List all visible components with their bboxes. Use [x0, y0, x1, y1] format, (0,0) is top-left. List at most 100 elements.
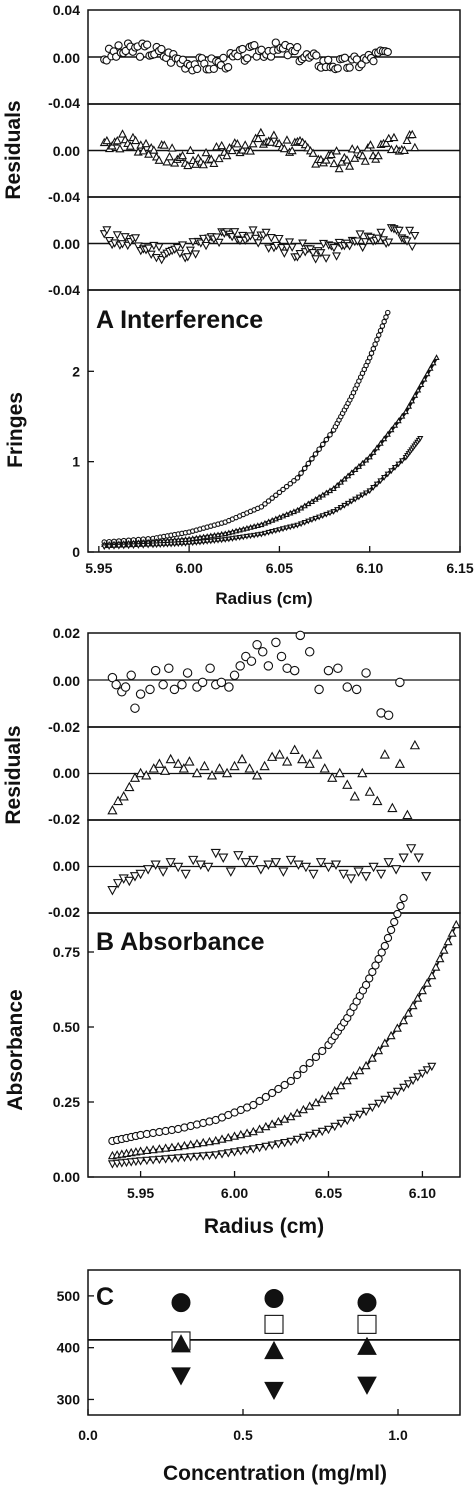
residual-point [357, 767, 368, 778]
data-point [283, 483, 290, 490]
y-tick-label: 400 [57, 1340, 81, 1356]
data-point [298, 1133, 308, 1143]
data-point [251, 532, 258, 539]
data-point [352, 466, 359, 472]
data-point [269, 529, 276, 535]
data-point [274, 1084, 283, 1094]
data-point [186, 540, 193, 547]
data-point [316, 514, 323, 521]
data-point [317, 1127, 327, 1137]
data-point [439, 945, 449, 954]
residual-point [144, 244, 154, 253]
data-point [243, 533, 251, 540]
residual-point [165, 858, 176, 868]
residual-point [236, 753, 248, 764]
residual-point [405, 226, 415, 236]
a-res-ylabel: Residuals [2, 100, 25, 199]
residual-point [177, 679, 187, 690]
data-point [391, 421, 399, 428]
residual-point [271, 38, 280, 47]
a-res-tick-label: -0.04 [48, 95, 80, 111]
residual-point [191, 250, 201, 259]
x-tick-label: 6.00 [176, 560, 203, 576]
residual-point [316, 249, 326, 258]
b-ylabel: Absorbance [4, 989, 27, 1110]
residual-point [203, 862, 214, 873]
data-point [377, 327, 384, 334]
residual-point [225, 867, 236, 877]
residual-point [158, 867, 169, 877]
residual-point [372, 795, 383, 806]
residual-point [157, 44, 166, 54]
data-point [366, 488, 373, 495]
residual-point [178, 241, 188, 250]
residual-point [214, 763, 225, 773]
data-point [316, 446, 322, 452]
data-point [373, 481, 381, 488]
residual-point [238, 145, 248, 154]
data-point [372, 341, 378, 347]
data-point [323, 1090, 334, 1100]
panel-b-main: B Absorbance Absorbance Radius (cm) 5.95… [4, 893, 461, 1238]
data-point [173, 1154, 183, 1163]
residual-point [107, 886, 118, 896]
data-point [393, 909, 402, 919]
data-point [298, 470, 304, 476]
data-point [136, 1157, 146, 1166]
residual-point [216, 677, 227, 688]
residual-point [142, 40, 152, 49]
residual-point [360, 238, 370, 247]
data-point [265, 529, 272, 536]
residual-point [229, 670, 240, 681]
data-point [204, 538, 211, 545]
residual-point [154, 758, 165, 768]
data-point [262, 501, 268, 507]
data-point [294, 522, 301, 529]
data-point [249, 1100, 258, 1110]
residual-point [173, 758, 184, 768]
residual-point [334, 163, 344, 173]
residual-point [295, 250, 305, 259]
a-res-tick-label: 0.00 [53, 50, 80, 66]
residual-point [142, 865, 154, 875]
residual-point [120, 682, 131, 692]
y-tick-label: 2 [72, 363, 80, 379]
data-point [196, 539, 204, 546]
a-ylabel: Fringes [4, 392, 27, 468]
residual-point [184, 756, 195, 766]
residual-point [120, 233, 130, 242]
residual-point [232, 139, 242, 148]
residual-point [112, 135, 122, 145]
data-point [357, 1336, 377, 1355]
a-res-tick-label: 0.04 [53, 2, 80, 18]
residual-point [421, 872, 432, 882]
residual-point [261, 228, 271, 238]
residual-point [289, 744, 300, 754]
data-point [154, 1155, 164, 1165]
residual-point [389, 132, 399, 142]
residual-point [158, 679, 168, 690]
data-point [373, 444, 381, 451]
data-point [374, 336, 380, 343]
data-point [330, 485, 337, 491]
residual-point [230, 228, 240, 237]
data-point [355, 1065, 365, 1075]
b-res-ylabel: Residuals [2, 725, 25, 824]
data-point [292, 1108, 302, 1117]
residual-point [304, 758, 315, 768]
data-point [148, 1156, 158, 1165]
residual-point [256, 127, 266, 137]
data-point [267, 1088, 277, 1098]
data-point [286, 1137, 296, 1147]
residual-point [118, 129, 128, 138]
a-main-marks [101, 309, 440, 551]
data-point [142, 1145, 152, 1154]
y-tick-label: 0.00 [53, 1169, 80, 1185]
data-point [395, 417, 402, 424]
residual-point [150, 860, 161, 870]
data-point [396, 901, 405, 911]
x-tick-label: 5.95 [127, 1185, 154, 1201]
data-point [242, 1128, 252, 1137]
data-point [101, 544, 108, 551]
residual-point [164, 663, 174, 673]
